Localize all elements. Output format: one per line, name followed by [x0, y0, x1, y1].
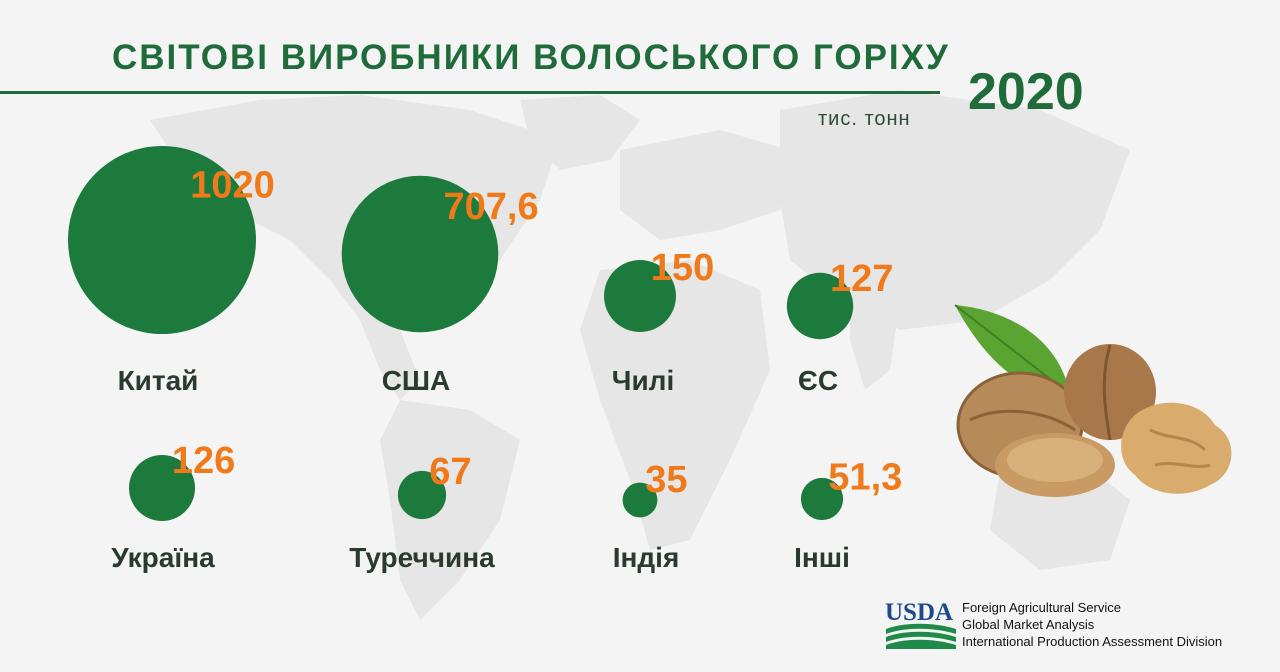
bubble-5 — [397, 470, 447, 520]
source-line-1: Foreign Agricultural Service — [962, 600, 1121, 615]
bubble-0 — [68, 146, 256, 334]
category-label-3: ЄС — [798, 365, 838, 396]
page-title: СВІТОВІ ВИРОБНИКИ ВОЛОСЬКОГО ГОРІХУ — [112, 38, 950, 77]
bubble-1 — [341, 175, 499, 333]
bubble-2 — [604, 260, 676, 332]
value-label-6: 35 — [645, 459, 687, 501]
category-label-6: Індія — [613, 542, 680, 573]
category-label-1: США — [382, 365, 451, 396]
value-label-4: 126 — [172, 440, 235, 482]
category-label-7: Інші — [794, 542, 850, 573]
value-label-5: 67 — [429, 451, 471, 493]
unit-label: тис. тонн — [818, 108, 911, 130]
value-label-0: 1020 — [190, 165, 275, 207]
category-label-4: Україна — [111, 542, 215, 573]
value-label-2: 150 — [651, 247, 714, 289]
walnut-icon — [954, 304, 1232, 497]
usda-logo-icon: USDA — [885, 599, 956, 649]
source-line-2: Global Market Analysis — [962, 617, 1095, 632]
value-label-7: 51,3 — [828, 457, 902, 499]
source-line-3: International Production Assessment Divi… — [962, 634, 1223, 649]
year-label: 2020 — [968, 63, 1084, 121]
bubble-6 — [622, 482, 658, 518]
bubble-3 — [786, 272, 854, 340]
title-underline — [0, 91, 940, 94]
value-label-3: 127 — [830, 258, 893, 300]
usda-attribution: USDA Foreign Agricultural Service Global… — [884, 598, 1264, 654]
category-label-0: Китай — [118, 365, 199, 396]
category-label-5: Туреччина — [349, 542, 495, 573]
bubble-4 — [129, 455, 195, 521]
value-label-1: 707,6 — [444, 186, 539, 228]
bubble-7 — [800, 477, 844, 521]
usda-logo-text: USDA — [885, 599, 953, 626]
category-label-2: Чилі — [612, 365, 674, 396]
